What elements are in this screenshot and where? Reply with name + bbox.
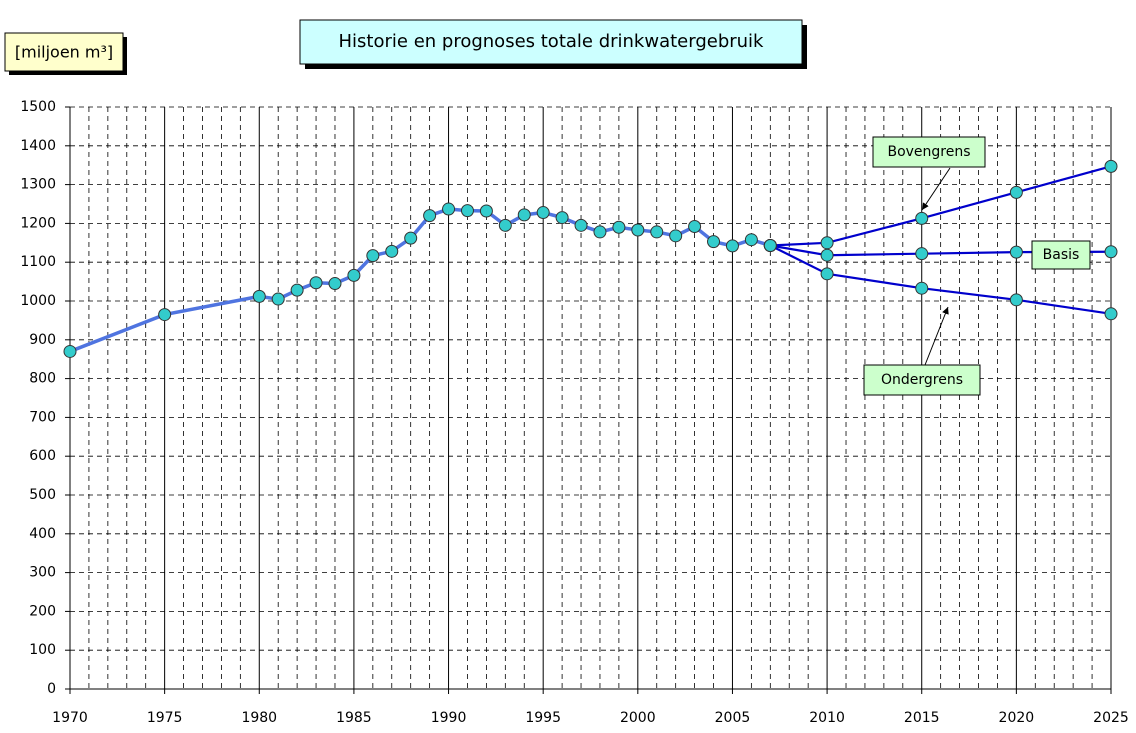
y-tick-label: 1400 bbox=[20, 138, 56, 154]
y-tick-label: 400 bbox=[29, 526, 56, 542]
marker bbox=[309, 276, 323, 290]
marker bbox=[593, 225, 607, 239]
x-tick-label: 1985 bbox=[336, 710, 372, 726]
marker bbox=[1104, 307, 1118, 321]
marker bbox=[763, 239, 777, 253]
marker bbox=[423, 209, 437, 223]
marker bbox=[574, 218, 588, 232]
marker bbox=[252, 289, 266, 303]
x-tick-label: 2015 bbox=[904, 710, 940, 726]
marker bbox=[536, 206, 550, 220]
x-tick-label: 1975 bbox=[147, 710, 183, 726]
marker bbox=[650, 225, 664, 239]
y-tick-label: 1100 bbox=[20, 254, 56, 270]
marker bbox=[385, 244, 399, 258]
marker bbox=[158, 308, 172, 322]
x-tick-label: 1995 bbox=[525, 710, 561, 726]
marker bbox=[820, 267, 834, 281]
y-tick-label: 1000 bbox=[20, 293, 56, 309]
series-line bbox=[69, 207, 771, 354]
y-tick-label: 800 bbox=[29, 371, 56, 387]
y-tick-label: 300 bbox=[29, 565, 56, 581]
annotation: Ondergrens bbox=[881, 372, 963, 388]
marker bbox=[517, 208, 531, 222]
marker bbox=[612, 220, 626, 234]
marker bbox=[1009, 245, 1023, 259]
marker bbox=[328, 277, 342, 291]
grid: 0 100 200 300 400 500 600 700 800 900 1000 1100 1200… bbox=[20, 99, 1128, 726]
annotation-box bbox=[1031, 240, 1091, 270]
annotation: Bovengrens bbox=[887, 144, 970, 160]
annotation: Basis bbox=[1043, 247, 1080, 263]
annotation-box bbox=[863, 364, 981, 396]
y-axis-label: [miljoen m³] bbox=[15, 43, 113, 62]
x-tick-label: 2010 bbox=[809, 710, 845, 726]
x-tick-label: 2005 bbox=[715, 710, 751, 726]
annotation-box bbox=[872, 136, 986, 168]
x-tick-label: 2000 bbox=[620, 710, 656, 726]
x-tick-label: 1970 bbox=[52, 710, 88, 726]
marker bbox=[820, 248, 834, 262]
x-tick-label: 1990 bbox=[431, 710, 467, 726]
marker bbox=[404, 231, 418, 245]
x-tick-label: 2020 bbox=[999, 710, 1035, 726]
marker bbox=[1104, 159, 1118, 173]
marker bbox=[707, 235, 721, 249]
marker bbox=[688, 220, 702, 234]
y-tick-label: 600 bbox=[29, 448, 56, 464]
y-tick-label: 1300 bbox=[20, 177, 56, 193]
arrow bbox=[921, 167, 951, 211]
marker bbox=[479, 204, 493, 218]
marker bbox=[631, 223, 645, 237]
marker bbox=[1009, 293, 1023, 307]
marker bbox=[820, 236, 834, 250]
y-tick-label: 200 bbox=[29, 603, 56, 619]
title-box bbox=[299, 19, 803, 65]
y-tick-label: 100 bbox=[29, 642, 56, 658]
marker bbox=[460, 204, 474, 218]
marker bbox=[290, 283, 304, 297]
chart-title: Historie en prognoses totale drinkwaterg… bbox=[339, 31, 765, 52]
marker bbox=[915, 211, 929, 225]
marker bbox=[498, 218, 512, 232]
y-tick-label: 500 bbox=[29, 487, 56, 503]
marker bbox=[669, 229, 683, 243]
marker bbox=[347, 268, 361, 282]
marker bbox=[63, 344, 77, 358]
marker bbox=[915, 247, 929, 261]
y-tick-label: 700 bbox=[29, 409, 56, 425]
x-tick-label: 1980 bbox=[241, 710, 277, 726]
y-tick-label: 1200 bbox=[20, 215, 56, 231]
y-tick-label: 0 bbox=[47, 681, 56, 697]
marker bbox=[1009, 185, 1023, 199]
marker bbox=[744, 233, 758, 247]
x-tick-label: 2025 bbox=[1093, 710, 1129, 726]
marker bbox=[442, 202, 456, 216]
plot bbox=[63, 159, 1118, 358]
y-tick-label: 900 bbox=[29, 332, 56, 348]
marker bbox=[366, 249, 380, 263]
marker bbox=[1104, 245, 1118, 259]
y-label-box bbox=[4, 32, 124, 72]
marker bbox=[725, 239, 739, 253]
marker bbox=[915, 281, 929, 295]
y-tick-label: 1500 bbox=[20, 99, 56, 115]
arrow bbox=[924, 306, 949, 366]
marker bbox=[555, 211, 569, 225]
marker bbox=[271, 292, 285, 306]
